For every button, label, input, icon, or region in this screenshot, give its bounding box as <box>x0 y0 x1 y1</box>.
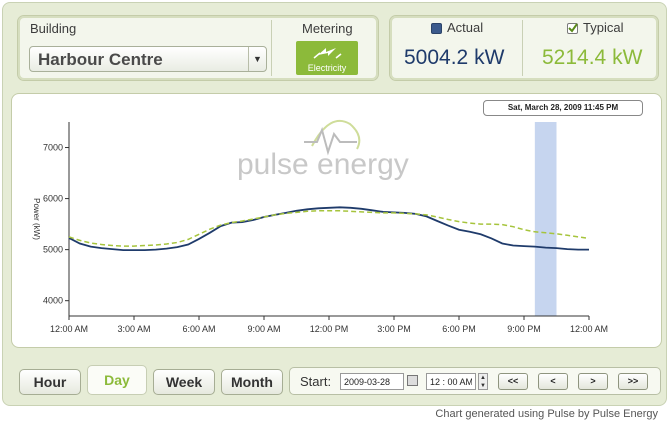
typical-value: 5214.4 kW <box>542 46 643 69</box>
chevron-down-icon: ▼ <box>248 47 266 71</box>
nav-last-button[interactable]: >> <box>618 373 648 390</box>
tab-hour[interactable]: Hour <box>19 369 81 395</box>
x-tick-label: 12:00 PM <box>310 324 349 334</box>
actual-checkbox[interactable] <box>431 23 442 34</box>
x-tick-label: 9:00 AM <box>247 324 280 334</box>
typical-label: Typical <box>583 20 624 35</box>
building-label: Building <box>30 21 77 36</box>
time-spinner[interactable]: ▲ ▼ <box>478 373 488 390</box>
values-panel: Actual 5004.2 kW Typical 5214.4 kW <box>389 15 659 81</box>
tab-week[interactable]: Week <box>153 369 215 395</box>
watermark-pulse-icon <box>304 126 357 156</box>
nav-next-button[interactable]: > <box>578 373 608 390</box>
chart-credit: Chart generated using Pulse by Pulse Ene… <box>435 408 658 420</box>
power-chart[interactable]: pulse energy 4000 5000 6000 7000 Power (kW) 12… <box>12 94 663 349</box>
x-tick-label: 12:00 AM <box>570 324 608 334</box>
y-tick-label: 7000 <box>43 143 63 153</box>
series-line-actual <box>68 206 589 252</box>
start-label: Start: <box>300 374 332 389</box>
building-select[interactable]: Harbour Centre ▼ <box>29 46 267 72</box>
electricity-meter-button[interactable]: Electricity <box>296 41 358 75</box>
building-metering-panel: Building Harbour Centre ▼ Metering Elect… <box>17 15 379 81</box>
building-select-value: Harbour Centre <box>38 50 163 69</box>
y-tick-label: 5000 <box>43 245 63 255</box>
start-date-input[interactable] <box>340 373 404 390</box>
start-time-input[interactable] <box>426 373 476 390</box>
check-icon <box>568 23 578 33</box>
bottom-controls: Hour Day Week Month Start: ▲▼ << < > >> <box>13 361 661 401</box>
series-line-typical <box>68 210 590 247</box>
actual-label: Actual <box>447 20 484 35</box>
panel-divider <box>271 20 272 76</box>
start-controls: Start: ▲▼ << < > >> <box>289 367 661 395</box>
y-tick-label: 4000 <box>43 296 63 306</box>
x-tick-label: 12:00 AM <box>50 324 88 334</box>
values-divider <box>522 20 523 76</box>
dashboard-frame: Building Harbour Centre ▼ Metering Elect… <box>2 2 667 406</box>
tab-day[interactable]: Day <box>87 365 147 395</box>
nav-prev-button[interactable]: < <box>538 373 568 390</box>
y-tick-label: 6000 <box>43 194 63 204</box>
hover-highlight-band <box>534 122 557 316</box>
watermark-text: pulse energy <box>237 148 409 181</box>
typical-checkbox[interactable] <box>567 23 578 34</box>
lightning-bolt-icon <box>313 48 342 59</box>
x-tick-label: 9:00 PM <box>507 324 541 334</box>
x-tick-label: 3:00 PM <box>377 324 411 334</box>
chart-tooltip: Sat, March 28, 2009 11:45 PM <box>483 100 643 116</box>
actual-value: 5004.2 kW <box>404 46 505 69</box>
chart-panel: pulse energy 4000 5000 6000 7000 Power (kW) 12… <box>11 93 662 348</box>
y-axis-label: Power (kW) <box>32 198 41 240</box>
calendar-icon[interactable] <box>407 375 418 386</box>
x-tick-label: 6:00 AM <box>182 324 215 334</box>
metering-label: Metering <box>302 21 353 36</box>
x-tick-label: 6:00 PM <box>442 324 476 334</box>
x-tick-label: 3:00 AM <box>117 324 150 334</box>
tab-month[interactable]: Month <box>221 369 283 395</box>
nav-first-button[interactable]: << <box>498 373 528 390</box>
electricity-label: Electricity <box>307 63 347 73</box>
